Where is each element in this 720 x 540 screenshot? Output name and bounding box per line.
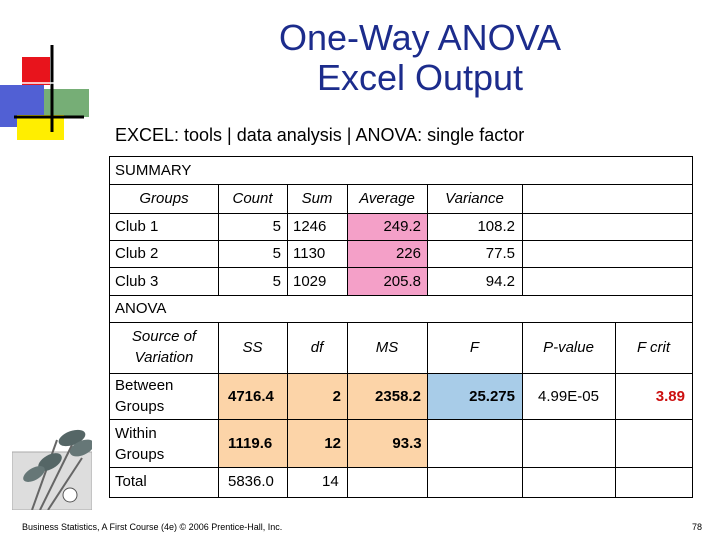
within-label: Within Groups [115, 425, 165, 463]
within-ss: 1119.6 [228, 435, 273, 452]
club2-sum: 1130 [293, 245, 326, 262]
club2-variance: 77.5 [485, 245, 515, 262]
anova-label: ANOVA [115, 300, 167, 317]
header-df: df [310, 339, 324, 356]
header-count: Count [232, 190, 273, 207]
within-ms: 93.3 [392, 435, 422, 452]
title-line-1: One-Way ANOVA [278, 17, 562, 58]
header-variance: Variance [445, 190, 504, 207]
header-average: Average [359, 190, 415, 207]
f-stat-highlight [428, 373, 522, 419]
average-highlight [347, 213, 427, 295]
total-label: Total [115, 473, 147, 490]
title-line-2: Excel Output [316, 57, 524, 98]
header-source: Source of Variation [131, 328, 197, 366]
page-number: 78 [691, 522, 702, 532]
club3-sum: 1029 [293, 273, 327, 290]
club3-average: 205.8 [383, 273, 421, 290]
club3-count: 5 [272, 273, 281, 290]
club2-average: 226 [395, 245, 421, 262]
header-pvalue: P-value [543, 339, 594, 356]
club3-name: Club 3 [115, 273, 159, 290]
anova-output-table: SUMMARY Groups Count Sum Average Varianc… [109, 156, 693, 498]
header-ss: SS [242, 339, 263, 356]
between-df: 2 [332, 388, 341, 405]
footer-citation: Business Statistics, A First Course (4e)… [22, 522, 283, 532]
total-ss: 5836.0 [228, 473, 274, 490]
between-fcrit: 3.89 [655, 388, 685, 405]
between-ms: 2358.2 [375, 388, 421, 405]
header-ms: MS [375, 339, 399, 356]
club2-name: Club 2 [115, 245, 159, 262]
summary-label: SUMMARY [115, 162, 192, 179]
total-df: 14 [322, 473, 339, 490]
header-fcrit: F crit [636, 339, 671, 356]
header-groups: Groups [139, 190, 189, 207]
between-label: Between Groups [115, 377, 174, 415]
header-f: F [469, 339, 480, 356]
club2-count: 5 [272, 245, 281, 262]
header-sum: Sum [301, 190, 333, 207]
club1-name: Club 1 [115, 218, 159, 235]
within-df: 12 [324, 435, 341, 452]
subtitle: EXCEL: tools | data analysis | ANOVA: si… [115, 125, 525, 145]
anova-highlight [218, 373, 428, 467]
page-title: One-Way ANOVA Excel Output [150, 18, 690, 98]
between-f: 25.275 [469, 388, 515, 405]
club1-sum: 1246 [293, 218, 327, 235]
club1-variance: 108.2 [477, 218, 515, 235]
color-squares-logo [0, 40, 110, 143]
between-ss: 4716.4 [228, 388, 274, 405]
between-pvalue: 4.99E-05 [538, 388, 599, 405]
club1-average: 249.2 [383, 218, 421, 235]
club3-variance: 94.2 [485, 273, 515, 290]
club1-count: 5 [272, 218, 281, 235]
golf-clubs-icon [11, 420, 95, 511]
